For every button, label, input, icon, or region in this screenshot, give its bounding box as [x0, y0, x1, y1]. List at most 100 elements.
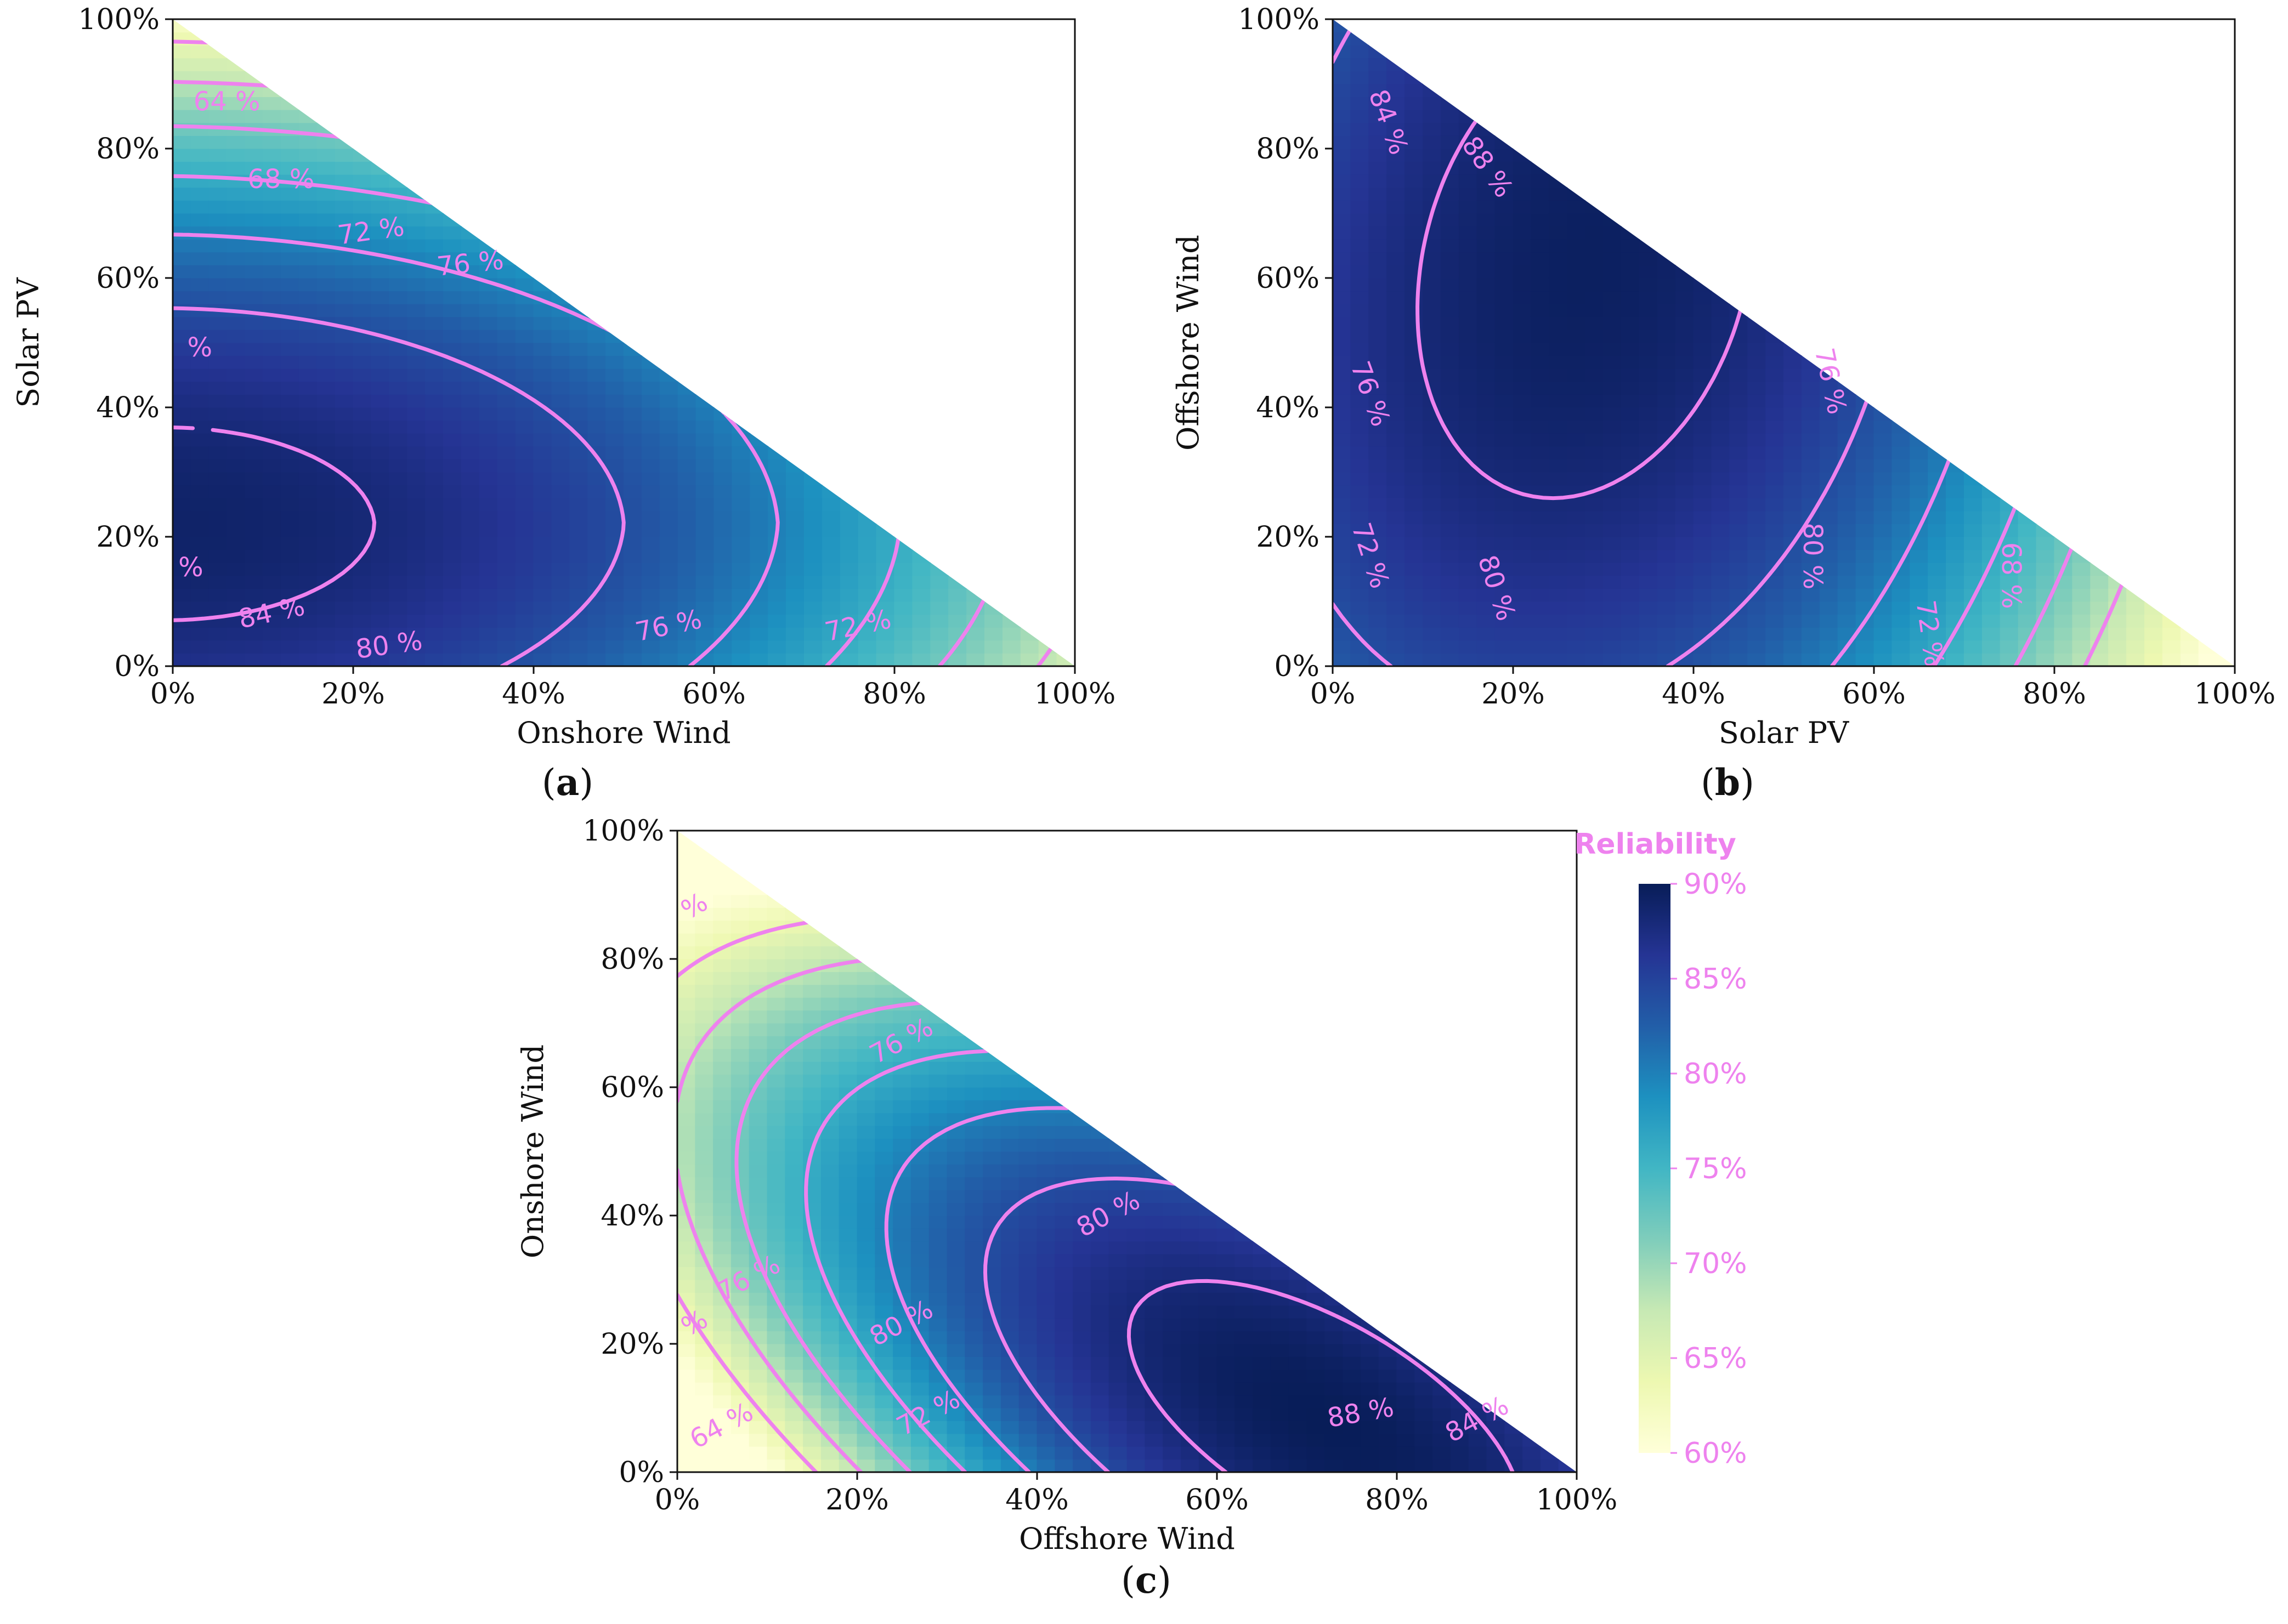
- field-cell: [1549, 446, 1568, 459]
- field-cell: [695, 1382, 714, 1396]
- field-cell: [479, 316, 498, 330]
- field-cell: [1350, 588, 1369, 602]
- field-cell: [1819, 601, 1838, 615]
- field-cell: [1404, 122, 1423, 136]
- field-cell: [245, 239, 263, 253]
- field-cell: [298, 355, 318, 369]
- field-cell: [1037, 1253, 1056, 1268]
- field-cell: [1621, 588, 1640, 602]
- field-cell: [1837, 549, 1856, 563]
- field-cell: [1180, 1215, 1199, 1229]
- field-cell: [767, 1228, 786, 1242]
- field-cell: [1981, 614, 2001, 628]
- field-cell: [1333, 329, 1351, 343]
- field-cell: [173, 187, 191, 201]
- field-cell: [371, 368, 390, 382]
- field-cell: [1621, 446, 1640, 459]
- field-cell: [1432, 1433, 1451, 1447]
- field-cell: [713, 1318, 732, 1332]
- field-cell: [425, 485, 444, 498]
- field-cell: [803, 1292, 822, 1306]
- field-cell: [1404, 433, 1423, 447]
- field-cell: [1000, 1382, 1020, 1396]
- field-cell: [1513, 277, 1532, 292]
- field-cell: [1476, 252, 1496, 265]
- field-cell: [1090, 1420, 1109, 1434]
- field-cell: [1368, 303, 1387, 317]
- field-cell: [1476, 135, 1496, 149]
- field-cell: [1404, 562, 1423, 576]
- colorbar-tick-label: 65%: [1684, 1342, 1747, 1375]
- field-cell: [1657, 536, 1676, 550]
- field-cell: [803, 1369, 822, 1383]
- field-cell: [875, 1356, 894, 1370]
- field-cell: [190, 342, 209, 356]
- field-cell: [533, 420, 552, 434]
- field-cell: [1423, 329, 1441, 343]
- field-cell: [479, 458, 498, 473]
- field-cell: [947, 1177, 966, 1190]
- field-cell: [298, 575, 318, 589]
- field-cell: [298, 627, 318, 641]
- field-cell: [1531, 446, 1550, 459]
- field-cell: [1910, 549, 1929, 563]
- field-cell: [371, 433, 390, 447]
- field-cell: [551, 446, 570, 459]
- field-cell: [1288, 1331, 1307, 1344]
- field-cell: [713, 1253, 732, 1268]
- field-cell: [910, 1189, 930, 1203]
- field-cell: [1055, 1343, 1074, 1357]
- field-cell: [551, 277, 570, 292]
- field-cell: [1946, 523, 1964, 537]
- field-cell: [371, 640, 390, 654]
- field-cell: [1639, 433, 1658, 447]
- field-cell: [515, 549, 534, 563]
- field-cell: [750, 536, 769, 550]
- field-cell: [1513, 135, 1532, 149]
- field-cell: [893, 1087, 911, 1100]
- field-cell: [1910, 420, 1929, 434]
- field-cell: [713, 1163, 732, 1178]
- field-cell: [1368, 200, 1387, 214]
- field-cell: [1073, 1163, 1091, 1178]
- field-cell: [1002, 627, 1021, 641]
- field-cell: [1910, 472, 1929, 486]
- field-cell: [1253, 1305, 1271, 1319]
- field-cell: [1468, 1382, 1487, 1396]
- field-cell: [1343, 1343, 1361, 1357]
- field-cell: [2126, 601, 2145, 615]
- field-cell: [1494, 407, 1514, 421]
- field-cell: [2000, 601, 2019, 615]
- field-cell: [786, 510, 805, 524]
- field-cell: [1729, 497, 1748, 512]
- field-cell: [1350, 174, 1369, 188]
- field-cell: [2054, 627, 2073, 641]
- field-cell: [1090, 1356, 1109, 1370]
- field-cell: [1621, 355, 1640, 369]
- field-cell: [1585, 472, 1604, 486]
- field-cell: [695, 868, 714, 883]
- field-cell: [659, 458, 678, 473]
- field-cell: [713, 856, 732, 870]
- field-cell: [226, 355, 246, 369]
- field-cell: [1216, 1253, 1236, 1268]
- field-cell: [389, 640, 408, 654]
- field-cell: [2108, 640, 2127, 654]
- field-cell: [1729, 485, 1748, 498]
- field-cell: [1964, 458, 1983, 473]
- field-cell: [1585, 407, 1604, 421]
- field-cell: [695, 1395, 714, 1409]
- field-cell: [1585, 394, 1604, 408]
- field-cell: [335, 252, 354, 265]
- field-cell: [263, 213, 281, 227]
- field-cell: [1350, 523, 1369, 537]
- field-cell: [695, 446, 715, 459]
- field-cell: [1765, 588, 1784, 602]
- field-cell: [1585, 187, 1604, 201]
- field-cell: [1855, 652, 1874, 666]
- field-cell: [822, 497, 841, 512]
- y-tick-label: 20%: [601, 1328, 664, 1361]
- field-cell: [1055, 1369, 1074, 1383]
- field-cell: [947, 1189, 966, 1203]
- field-cell: [1458, 303, 1477, 317]
